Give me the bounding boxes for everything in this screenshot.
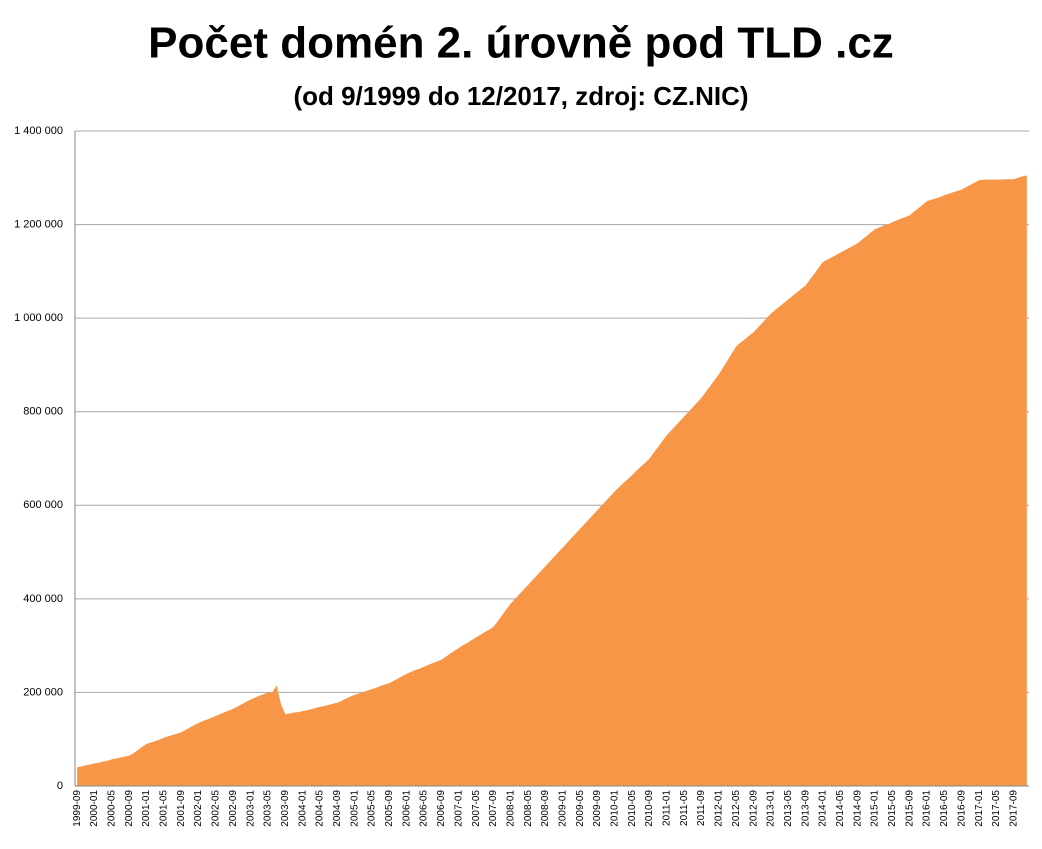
x-tick-label: 2012-05	[731, 790, 742, 827]
x-tick-label: 2004-01	[297, 790, 308, 827]
x-tick-label: 2008-01	[505, 790, 516, 827]
x-tick-label: 2011-01	[662, 790, 673, 826]
x-tick-label: 2013-01	[766, 790, 777, 827]
x-tick-label: 2013-09	[800, 790, 811, 827]
x-tick-label: 2009-05	[575, 790, 586, 827]
x-tick-label: 2007-01	[453, 790, 464, 827]
x-tick-label: 2004-05	[315, 790, 326, 827]
x-tick-label: 2014-05	[835, 790, 846, 827]
area	[77, 175, 1027, 786]
x-tick-label: 2005-05	[367, 790, 378, 827]
x-tick-label: 2010-05	[627, 790, 638, 827]
x-tick-label: 2013-05	[783, 790, 794, 827]
x-tick-label: 2008-09	[540, 790, 551, 827]
x-tick-label: 2001-01	[141, 790, 152, 827]
x-tick-label: 2011-05	[679, 790, 690, 826]
x-tick-label: 2002-09	[228, 790, 239, 827]
x-tick-label: 2016-01	[922, 790, 933, 827]
x-tick-label: 2009-09	[592, 790, 603, 827]
chart-title: Počet domén 2. úrovně pod TLD .cz	[148, 19, 894, 68]
x-tick-label: 2015-09	[904, 790, 915, 827]
x-tick-label: 2007-09	[488, 790, 499, 827]
x-tick-label: 2017-05	[991, 790, 1002, 827]
x-tick-label: 2006-09	[436, 790, 447, 827]
y-tick-label: 400 000	[23, 593, 63, 605]
x-tick-label: 1999-09	[72, 790, 83, 827]
x-tick-label: 2017-09	[1008, 790, 1019, 827]
x-tick-label: 2005-01	[349, 790, 360, 827]
y-tick-label: 800 000	[23, 406, 63, 418]
x-tick-label: 2005-09	[384, 790, 395, 827]
x-tick-label: 2001-09	[176, 790, 187, 827]
x-tick-label: 2004-09	[332, 790, 343, 827]
x-tick-label: 2010-01	[610, 790, 621, 827]
x-tick-label: 2008-05	[523, 790, 534, 827]
x-tick-label: 2012-01	[714, 790, 725, 827]
x-tick-label: 2006-05	[419, 790, 430, 827]
x-tick-label: 2012-09	[748, 790, 759, 827]
x-tick-label: 2017-01	[974, 790, 985, 827]
y-tick-label: 200 000	[23, 686, 63, 698]
x-tick-label: 2014-09	[852, 790, 863, 827]
x-tick-label: 2015-01	[870, 790, 881, 827]
x-tick-label: 2002-05	[211, 790, 222, 827]
x-tick-label: 2000-05	[107, 790, 118, 827]
x-tick-label: 2001-05	[159, 790, 170, 827]
x-tick-label: 2003-09	[280, 790, 291, 827]
x-tick-label: 2010-09	[644, 790, 655, 827]
y-tick-label: 1 400 000	[14, 125, 63, 137]
x-tick-label: 2002-01	[193, 790, 204, 827]
x-tick-label: 2000-09	[124, 790, 135, 827]
x-tick-label: 2003-05	[263, 790, 274, 827]
y-tick-label: 600 000	[23, 499, 63, 511]
x-tick-label: 2016-05	[939, 790, 950, 827]
x-tick-label: 2000-01	[89, 790, 100, 827]
x-tick-label: 2003-01	[245, 790, 256, 827]
x-tick-label: 2009-01	[557, 790, 568, 827]
chart-subtitle: (od 9/1999 do 12/2017, zdroj: CZ.NIC)	[293, 81, 748, 111]
y-tick-label: 0	[57, 780, 63, 792]
y-tick-label: 1 000 000	[14, 312, 63, 324]
y-tick-label: 1 200 000	[14, 218, 63, 230]
x-tick-label: 2007-05	[471, 790, 482, 827]
x-tick-label: 2016-09	[956, 790, 967, 827]
x-tick-label: 2014-01	[818, 790, 829, 827]
x-tick-label: 2011-09	[696, 790, 707, 826]
x-tick-label: 2006-01	[401, 790, 412, 827]
x-tick-label: 2015-05	[887, 790, 898, 827]
